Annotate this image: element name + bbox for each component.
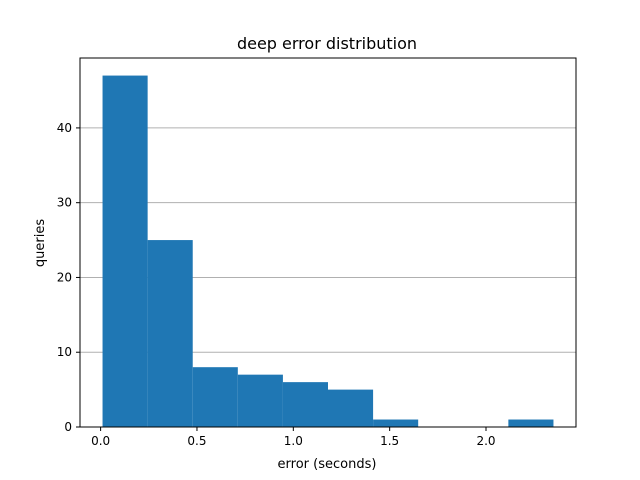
x-axis-label: error (seconds): [278, 457, 377, 472]
histogram-bar-1: [147, 240, 193, 427]
histogram-bar-9: [508, 419, 554, 427]
y-axis-label: queries: [33, 219, 48, 267]
y-tick-label-2: 20: [57, 270, 72, 284]
y-tick-label-0: 0: [64, 420, 72, 434]
histogram-bar-3: [237, 374, 283, 427]
y-tick-label-4: 40: [57, 121, 72, 135]
x-tick-label-0: 0.0: [91, 434, 110, 448]
x-tick-label-1: 0.5: [187, 434, 206, 448]
chart-title: deep error distribution: [237, 34, 417, 53]
x-tick-label-2: 1.0: [284, 434, 303, 448]
histogram-bar-4: [282, 382, 328, 427]
bars: [102, 75, 554, 428]
histogram-bar-5: [328, 389, 374, 427]
x-axis-ticks: 0.0 0.5 1.0 1.5 2.0: [91, 427, 496, 448]
x-tick-label-4: 2.0: [476, 434, 495, 448]
y-axis-ticks: 0 10 20 30 40: [57, 121, 80, 434]
histogram-bar-2: [192, 367, 238, 427]
plot-frame: [79, 57, 577, 428]
y-tick-label-3: 30: [57, 196, 72, 210]
histogram-bar-0: [102, 75, 148, 428]
x-tick-label-3: 1.5: [380, 434, 399, 448]
histogram-bar-6: [373, 419, 419, 427]
y-tick-label-1: 10: [57, 345, 72, 359]
